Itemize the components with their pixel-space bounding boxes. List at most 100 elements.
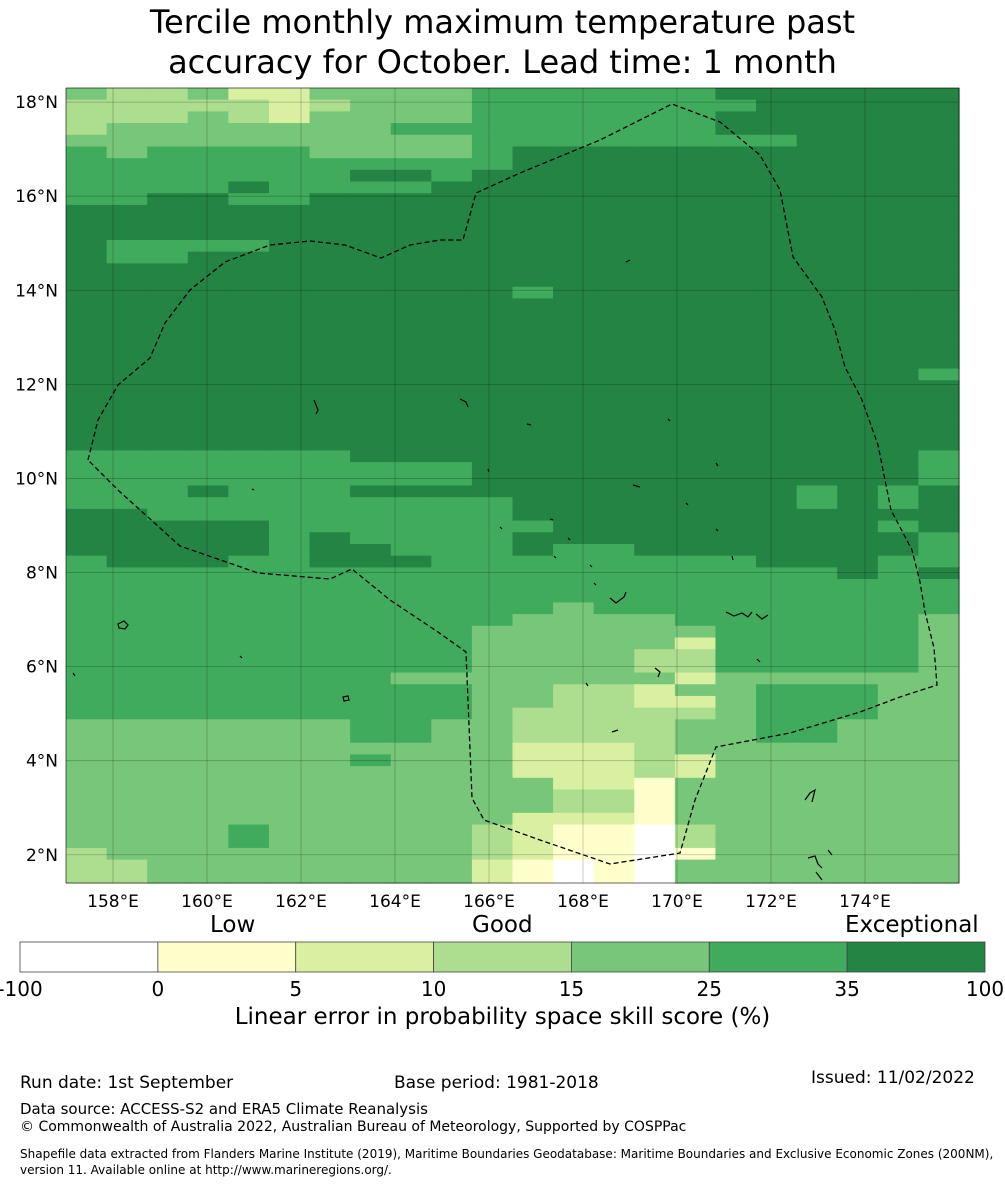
skill-cell <box>634 391 676 405</box>
skill-cell <box>390 836 432 849</box>
skill-cell <box>106 707 148 720</box>
skill-cell <box>268 672 311 685</box>
skill-cell <box>431 181 473 194</box>
skill-cell <box>66 438 108 452</box>
skill-cell <box>918 181 960 194</box>
skill-cell <box>634 427 676 440</box>
skill-cell <box>877 497 920 510</box>
skill-cell <box>837 497 879 510</box>
skill-cell <box>918 625 960 639</box>
skill-cell <box>268 391 311 405</box>
skill-cell <box>187 345 229 358</box>
skill-cell <box>106 766 148 779</box>
skill-cell <box>918 660 960 674</box>
skill-cell <box>431 134 473 148</box>
skill-cell <box>553 789 595 802</box>
lon-tick-label: 168°E <box>557 892 609 912</box>
skill-cell <box>228 473 270 487</box>
skill-cell <box>431 321 473 335</box>
skill-cell <box>147 789 189 802</box>
lon-tick-label: 164°E <box>369 892 421 912</box>
skill-cell <box>431 789 473 802</box>
colorbar-tick-label: 15 <box>559 977 584 1000</box>
colorbar-header-low: Low <box>210 912 256 938</box>
skill-cell <box>715 766 757 779</box>
skill-cell <box>309 368 351 381</box>
skill-cell <box>350 555 392 568</box>
skill-cell <box>837 847 879 861</box>
skill-cell <box>268 532 311 545</box>
skill-cell <box>350 427 392 440</box>
skill-cell <box>553 193 595 206</box>
skill-cell <box>674 543 717 557</box>
skill-cell <box>471 649 514 662</box>
skill-cell <box>471 333 514 346</box>
skill-cell <box>228 579 270 592</box>
skill-cell <box>634 555 676 568</box>
skill-cell <box>309 88 351 101</box>
skill-cell <box>593 123 635 136</box>
skill-cell <box>268 836 311 849</box>
skill-cell <box>837 228 879 241</box>
skill-cell <box>756 742 798 755</box>
skill-cell <box>309 450 351 463</box>
skill-cell <box>268 321 311 335</box>
skill-cell <box>796 731 838 744</box>
skill-cell <box>268 555 311 568</box>
skill-cell <box>796 310 838 323</box>
skill-cell <box>512 766 554 779</box>
skill-cell <box>66 777 108 791</box>
skill-cell <box>593 532 635 545</box>
skill-cell <box>553 707 595 720</box>
skill-cell <box>593 321 635 335</box>
skill-cell <box>268 579 311 592</box>
skill-cell <box>674 602 717 615</box>
colorbar-segment <box>157 941 297 973</box>
skill-cell <box>674 684 717 697</box>
skill-cell <box>553 497 595 510</box>
skill-cell <box>350 836 392 849</box>
skill-cell <box>350 415 392 428</box>
skill-cell <box>837 158 879 171</box>
skill-cell <box>66 275 108 288</box>
skill-cell <box>877 356 920 370</box>
skill-cell <box>147 695 189 709</box>
skill-cell <box>268 754 311 767</box>
skill-cell <box>228 590 270 604</box>
skill-cell <box>553 438 595 452</box>
skill-cell <box>147 181 189 194</box>
skill-cell <box>796 555 838 568</box>
skill-cell <box>715 134 757 148</box>
skill-cell <box>512 649 554 662</box>
skill-cell <box>187 555 229 568</box>
skill-cell <box>715 333 757 346</box>
skill-cell <box>187 251 229 264</box>
skill-cell <box>918 508 960 522</box>
skill-cell <box>918 321 960 335</box>
skill-cell <box>106 695 148 709</box>
skill-cell <box>106 403 148 416</box>
skill-cell <box>674 555 717 568</box>
skill-cell <box>756 649 798 662</box>
skill-cell <box>390 134 432 148</box>
skill-cell <box>147 508 189 522</box>
lon-tick-label: 158°E <box>87 892 139 912</box>
lon-tick-label: 172°E <box>745 892 797 912</box>
skill-cell <box>837 450 879 463</box>
skill-cell <box>431 450 473 463</box>
skill-cell <box>431 204 473 218</box>
skill-cell <box>350 777 392 791</box>
skill-cell <box>634 450 676 463</box>
skill-cell <box>350 684 392 697</box>
skill-cell <box>918 812 960 826</box>
skill-cell <box>106 660 148 674</box>
skill-cell <box>674 239 717 253</box>
skill-cell <box>512 567 554 580</box>
skill-cell <box>431 836 473 849</box>
colorbar-segments <box>19 941 986 973</box>
skill-cell <box>756 239 798 253</box>
skill-cell <box>553 239 595 253</box>
skill-cell <box>147 836 189 849</box>
skill-cell <box>837 719 879 732</box>
skill-cell <box>877 345 920 358</box>
